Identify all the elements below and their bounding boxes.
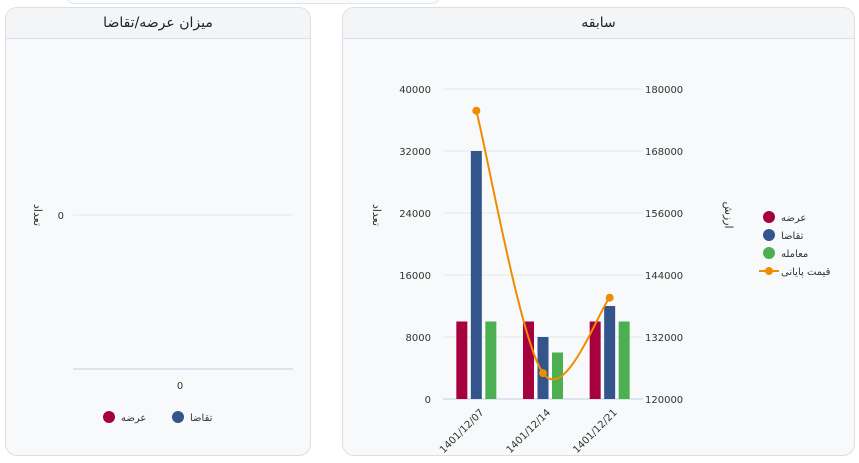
supply-demand-title: میزان عرضه/تقاضا <box>6 8 310 39</box>
y-tick-label: 0 <box>425 395 431 406</box>
legend-item-supply[interactable]: عرضه <box>103 411 146 424</box>
legend-item-supply[interactable]: عرضه <box>763 211 806 224</box>
bars <box>456 151 630 399</box>
legend-marker-supply <box>103 411 115 423</box>
supply-demand-chart: 0 تعداد 0 تقاضا عرضه <box>31 204 293 424</box>
y2-tick-label: 168000 <box>645 147 683 158</box>
legend-marker-trade <box>763 247 775 259</box>
legend-label-closing-price: قیمت پایانی <box>781 267 831 278</box>
top-tab-stub <box>66 0 440 4</box>
x-tick-label: 1401/12/14 <box>505 407 554 455</box>
x-axis-ticks: 1401/12/07 1401/12/14 1401/12/21 <box>438 407 620 455</box>
x-tick-label: 0 <box>177 381 183 392</box>
legend: عرضه تقاضا معامله قیمت پایانی <box>759 211 831 278</box>
y2-axis-label: ارزش <box>722 201 735 228</box>
bar <box>552 352 563 399</box>
price-line-series <box>472 106 614 381</box>
legend-label-supply: عرضه <box>781 213 806 224</box>
bar <box>618 321 630 399</box>
y2-tick-label: 144000 <box>645 271 683 282</box>
bar <box>470 151 482 399</box>
legend-item-demand[interactable]: تقاضا <box>172 411 213 424</box>
price-point <box>472 106 481 115</box>
bar <box>523 321 534 399</box>
y2-tick-label: 156000 <box>645 209 683 220</box>
legend-label-supply: عرضه <box>121 413 146 424</box>
y-axis-label: تعداد <box>370 204 383 226</box>
bar <box>485 321 497 399</box>
legend-item-trade[interactable]: معامله <box>763 247 808 260</box>
x-tick-label: 1401/12/07 <box>438 407 487 455</box>
y2-axis-ticks: 120000 132000 144000 156000 168000 180000 <box>645 85 683 406</box>
legend-marker-closing-price <box>765 267 773 275</box>
y-tick-label: 16000 <box>399 271 431 282</box>
history-title: سابقه <box>343 8 854 39</box>
x-tick-label: 1401/12/21 <box>571 407 620 455</box>
bar <box>604 306 616 399</box>
price-line <box>475 110 611 381</box>
y-axis-label: تعداد <box>31 204 44 226</box>
y2-tick-label: 180000 <box>645 85 683 96</box>
y-tick-label: 40000 <box>399 85 431 96</box>
y-tick-label: 24000 <box>399 209 431 220</box>
legend-marker-demand <box>763 229 775 241</box>
legend-label-demand: تقاضا <box>190 413 213 424</box>
y2-tick-label: 132000 <box>645 333 683 344</box>
bar <box>537 337 549 399</box>
y-tick-label: 8000 <box>406 333 431 344</box>
bar <box>456 321 468 399</box>
legend-item-demand[interactable]: تقاضا <box>763 229 804 242</box>
bar <box>589 321 601 399</box>
supply-demand-card: میزان عرضه/تقاضا 0 تعداد 0 تقاضا عرضه <box>5 7 311 456</box>
price-point <box>539 369 547 378</box>
y-axis-ticks: 0 8000 16000 24000 32000 40000 <box>399 85 431 406</box>
legend-item-closing-price[interactable]: قیمت پایانی <box>759 267 831 278</box>
history-card: سابقه 0 8000 16000 24000 32000 40000 120000 13… <box>342 7 855 456</box>
y-tick-label: 32000 <box>399 147 431 158</box>
y2-tick-label: 120000 <box>645 395 683 406</box>
history-chart: 0 8000 16000 24000 32000 40000 120000 132000 14… <box>370 85 831 455</box>
legend-label-trade: معامله <box>781 249 808 260</box>
y-tick-label: 0 <box>58 211 64 222</box>
legend-marker-demand <box>172 411 184 423</box>
legend-label-demand: تقاضا <box>781 231 804 242</box>
legend-marker-supply <box>763 211 775 223</box>
price-point <box>605 293 614 302</box>
